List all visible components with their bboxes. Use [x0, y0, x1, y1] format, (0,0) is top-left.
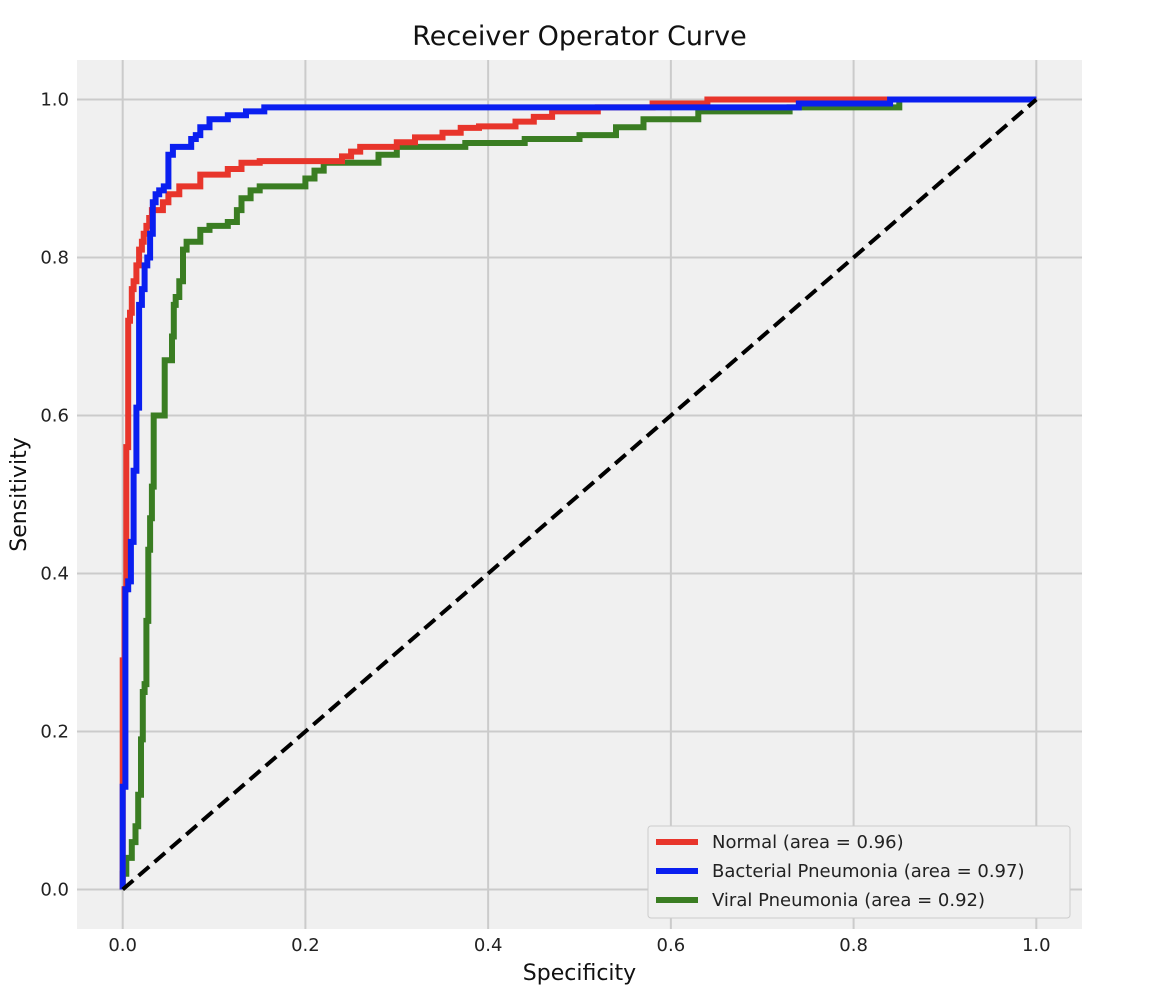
y-tick-label: 0.0: [40, 880, 69, 901]
legend-entry: Bacterial Pneumonia (area = 0.97): [712, 861, 1025, 882]
y-tick-label: 0.8: [40, 248, 69, 269]
legend-entry: Normal (area = 0.96): [712, 832, 904, 853]
y-tick-label: 0.2: [40, 722, 69, 743]
legend: Normal (area = 0.96) Bacterial Pneumonia …: [647, 825, 1071, 919]
x-tick-label: 0.0: [108, 935, 137, 956]
x-tick-label: 0.6: [657, 935, 686, 956]
y-tick-label: 0.4: [40, 564, 69, 585]
x-tick-label: 1.0: [1022, 935, 1051, 956]
y-tick-label: 1.0: [40, 90, 69, 111]
y-tick-label: 0.6: [40, 406, 69, 427]
legend-box: [647, 825, 1071, 919]
series-layer: [119, 96, 1038, 892]
x-tick-label: 0.2: [291, 935, 320, 956]
x-tick-label: 0.4: [474, 935, 503, 956]
series-line-0: [119, 96, 1037, 890]
grid: [77, 60, 1082, 929]
tick-labels: 0.0 0.2 0.4 0.6 0.8 1.0 0.0 0.2 0.4 0.6 0.8 1.0: [40, 90, 1050, 957]
series-line-1: [119, 96, 1037, 890]
chance-diagonal-line: [121, 97, 1038, 892]
y-axis-label: Sensitivity: [7, 437, 32, 552]
x-tick-label: 0.8: [839, 935, 868, 956]
x-axis-label: Specificity: [523, 961, 636, 986]
series-line-2: [119, 96, 1037, 890]
chart-title: Receiver Operator Curve: [412, 21, 746, 52]
legend-entry: Viral Pneumonia (area = 0.92): [712, 890, 985, 911]
